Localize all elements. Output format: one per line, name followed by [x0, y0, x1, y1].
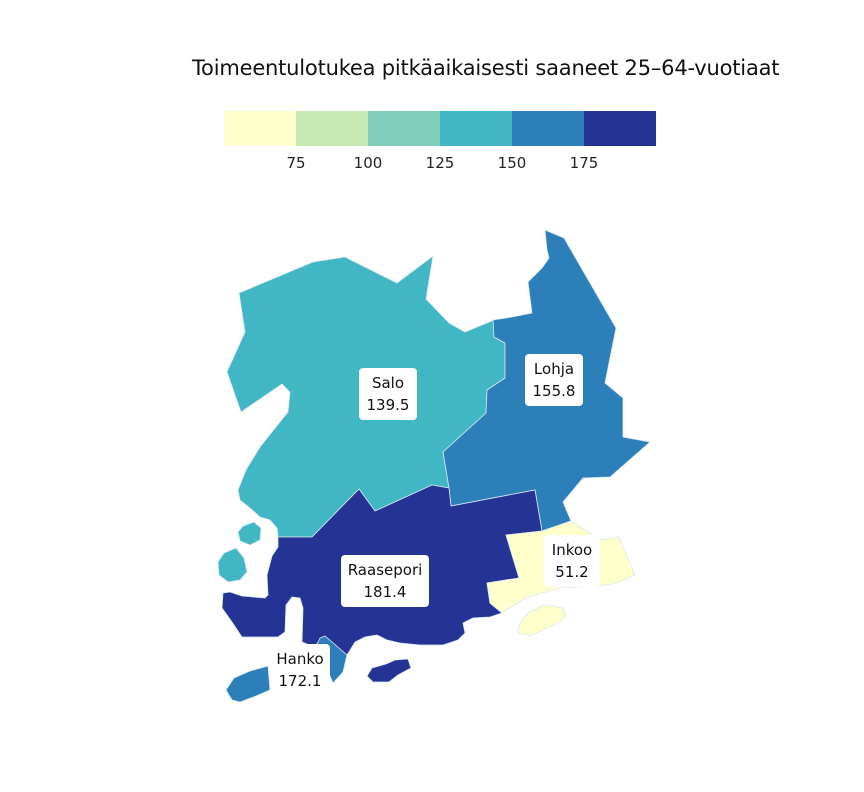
region-value: 139.5: [366, 396, 410, 414]
legend-swatch-0: [224, 111, 296, 146]
legend-swatch-4: [512, 111, 584, 146]
region-name: Inkoo: [551, 541, 593, 559]
region-value: 181.4: [363, 583, 407, 601]
legend-tick-label: 125: [425, 154, 455, 172]
region-value: 155.8: [532, 382, 576, 400]
region-label-raasepori: Raasepori 181.4: [341, 555, 429, 607]
legend-tick-label: 100: [353, 154, 383, 172]
legend-tick-label: 75: [286, 154, 306, 172]
region-value: 172.1: [278, 672, 322, 690]
region-name: Salo: [371, 374, 405, 392]
legend-swatch-3: [440, 111, 512, 146]
region-label-lohja: Lohja 155.8: [525, 354, 583, 406]
region-label-salo: Salo 139.5: [359, 368, 417, 420]
legend-tick-label: 150: [497, 154, 527, 172]
region-label-hanko: Hanko 172.1: [270, 644, 330, 696]
legend-ticks: 75 100 125 150 175: [0, 154, 864, 174]
region-name: Raasepori: [347, 561, 423, 579]
color-legend: [224, 111, 656, 146]
legend-swatch-2: [368, 111, 440, 146]
region-name: Lohja: [533, 360, 575, 378]
chart-title: Toimeentulotukea pitkäaikaisesti saaneet…: [192, 56, 780, 80]
region-label-inkoo: Inkoo 51.2: [544, 535, 600, 587]
legend-tick-label: 175: [569, 154, 599, 172]
region-value: 51.2: [555, 563, 589, 581]
region-name: Hanko: [276, 650, 324, 668]
legend-swatch-5: [584, 111, 656, 146]
legend-swatch-1: [296, 111, 368, 146]
